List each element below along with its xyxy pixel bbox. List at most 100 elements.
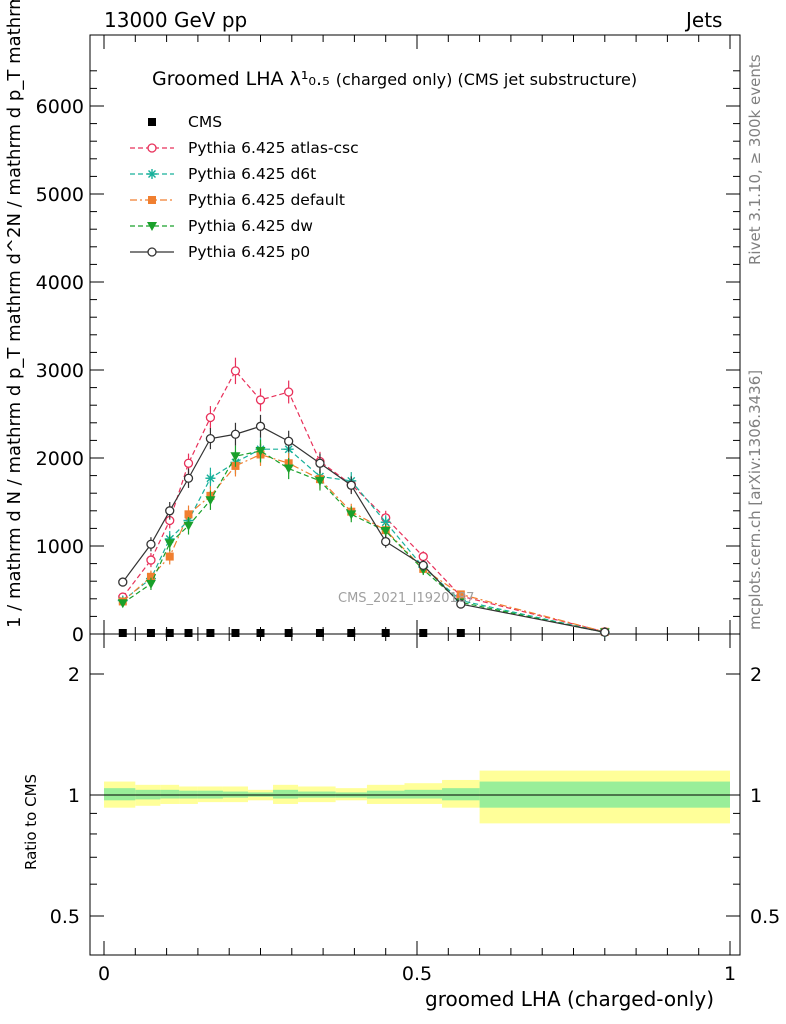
legend-marker [148,118,156,126]
x-tick-label: 1 [724,963,736,985]
ratio-y-tick-label: 1 [68,785,80,807]
legend-label: Pythia 6.425 dw [188,217,313,235]
series-pythia-6-425-dw-point [380,527,391,537]
ratio-y-tick-label: 0.5 [50,906,80,928]
ratio-green-band [442,788,480,801]
data-point-cms [118,629,127,637]
plot-title-main: Groomed LHA λ¹₀.₅ [152,68,330,90]
series-pythia-6-425-p0-point [165,506,175,516]
y-tick-label: 0 [72,624,84,646]
series-pythia-6-425-atlas-csc-point [230,366,241,376]
series-pythia-6-425-atlas-csc-point [418,551,428,562]
header-left: 13000 GeV pp [104,8,248,32]
data-point-cms [256,629,265,637]
data-point-cms [165,629,174,637]
series-pythia-6-425-atlas-csc-point [255,395,266,405]
series-pythia-6-425-p0-point [118,577,128,587]
series-pythia-6-425-p0-point [418,560,428,571]
series-pythia-6-425-dw-point [117,599,128,609]
series-pythia-6-425-dw-point [164,539,175,549]
legend-label: CMS [188,113,223,131]
series-pythia-6-425-p0-point [230,429,241,439]
ratio-y-tick-label-right: 0.5 [750,906,780,928]
data-point-cms [231,629,240,637]
ratio-green-band [404,789,443,799]
rivet-label: Rivet 3.1.10, ≥ 300k events [746,54,764,265]
data-point-cms [206,629,215,637]
series-pythia-6-425-p0-point [284,436,294,446]
data-point-cms [315,629,324,637]
ratio-green-band [273,789,299,799]
watermark: CMS_2021_I1920187 [338,591,475,606]
series-pythia-6-425-p0-point [381,536,391,547]
series-pythia-6-425-p0-point [315,458,325,468]
y-axis-label: 1 / mathrm d N / mathrm d p_T mathrm d^2… [4,0,25,628]
series-pythia-6-425-default-point [165,552,174,561]
y-tick-label: 4000 [36,272,84,294]
data-point-cms [184,629,193,637]
series-pythia-6-425-p0-point [183,473,194,483]
data-point-cms [419,629,428,637]
x-tick-label: 0.5 [402,963,432,985]
y-tick-label: 5000 [36,184,84,206]
series-pythia-6-425-default-point [456,590,465,599]
ratio-green-band [104,788,136,801]
series-pythia-6-425-p0-point [600,627,610,637]
legend-marker [147,222,157,231]
legend-label: Pythia 6.425 p0 [188,243,311,261]
series-pythia-6-425-dw-point [145,579,156,589]
series-pythia-6-425-p0-point [146,539,156,549]
mcplots-label: mcplots.cern.ch [arXiv:1306.3436] [746,369,764,630]
y-tick-label: 6000 [36,96,84,118]
legend-marker [147,169,157,179]
series-pythia-6-425-dw-point [346,510,357,520]
series-pythia-6-425-p0-point [456,599,466,609]
legend-marker [147,143,157,153]
y-tick-label: 2000 [36,448,84,470]
series-pythia-6-425-dw-point [314,476,325,486]
plot-title-extra: (charged only) (CMS jet substructure) [335,70,638,89]
data-point-cms [456,629,465,637]
series-pythia-6-425-p0-line [122,425,605,633]
legend-swatch [130,169,174,179]
series-pythia-6-425-dw-point [230,452,241,462]
series-pythia-6-425-atlas-csc-point [146,555,156,565]
series-pythia-6-425-dw-point [205,496,216,506]
plot-title: Groomed LHA λ¹₀.₅ (charged only) (CMS je… [152,68,637,90]
ratio-y-tick-label: 2 [68,664,80,686]
legend-swatch [130,222,174,231]
ratio-y-tick-label-right: 1 [750,785,762,807]
x-axis-label: groomed LHA (charged-only) [425,987,715,1011]
ratio-y-axis-label: Ratio to CMS [22,773,40,870]
legend-swatch [130,196,174,204]
series-pythia-6-425-default-point [146,572,155,581]
y-tick-label: 3000 [36,360,84,382]
series-pythia-6-425-p0-point [205,433,216,444]
series-pythia-6-425-atlas-csc-point [284,387,294,397]
data-point-cms [381,629,390,637]
series-pythia-6-425-dw-point [183,521,194,531]
series-pythia-6-425-atlas-csc-point [205,412,216,423]
ratio-y-tick-label-right: 2 [750,664,762,686]
ratio-green-band [160,789,180,799]
data-point-cms [347,629,356,637]
legend-label: Pythia 6.425 default [188,191,345,209]
legend-marker [147,247,157,257]
x-tick-label: 0 [98,963,110,985]
series-pythia-6-425-default-point [184,510,193,519]
header-right: Jets [686,8,723,32]
legend-swatch [130,143,174,153]
data-point-cms [284,629,293,637]
series-pythia-6-425-d6t-point [205,473,216,484]
series-pythia-6-425-atlas-csc-point [183,458,194,468]
legend-marker [148,196,156,204]
series-pythia-6-425-p0-point [255,421,266,431]
y-tick-label: 1000 [36,536,84,558]
data-point-cms [146,629,155,637]
legend-label: Pythia 6.425 d6t [188,165,317,183]
series-pythia-6-425-p0-point [346,480,356,490]
legend-swatch [130,247,174,257]
series-pythia-6-425-default-line [122,453,605,633]
legend-swatch [148,118,156,126]
